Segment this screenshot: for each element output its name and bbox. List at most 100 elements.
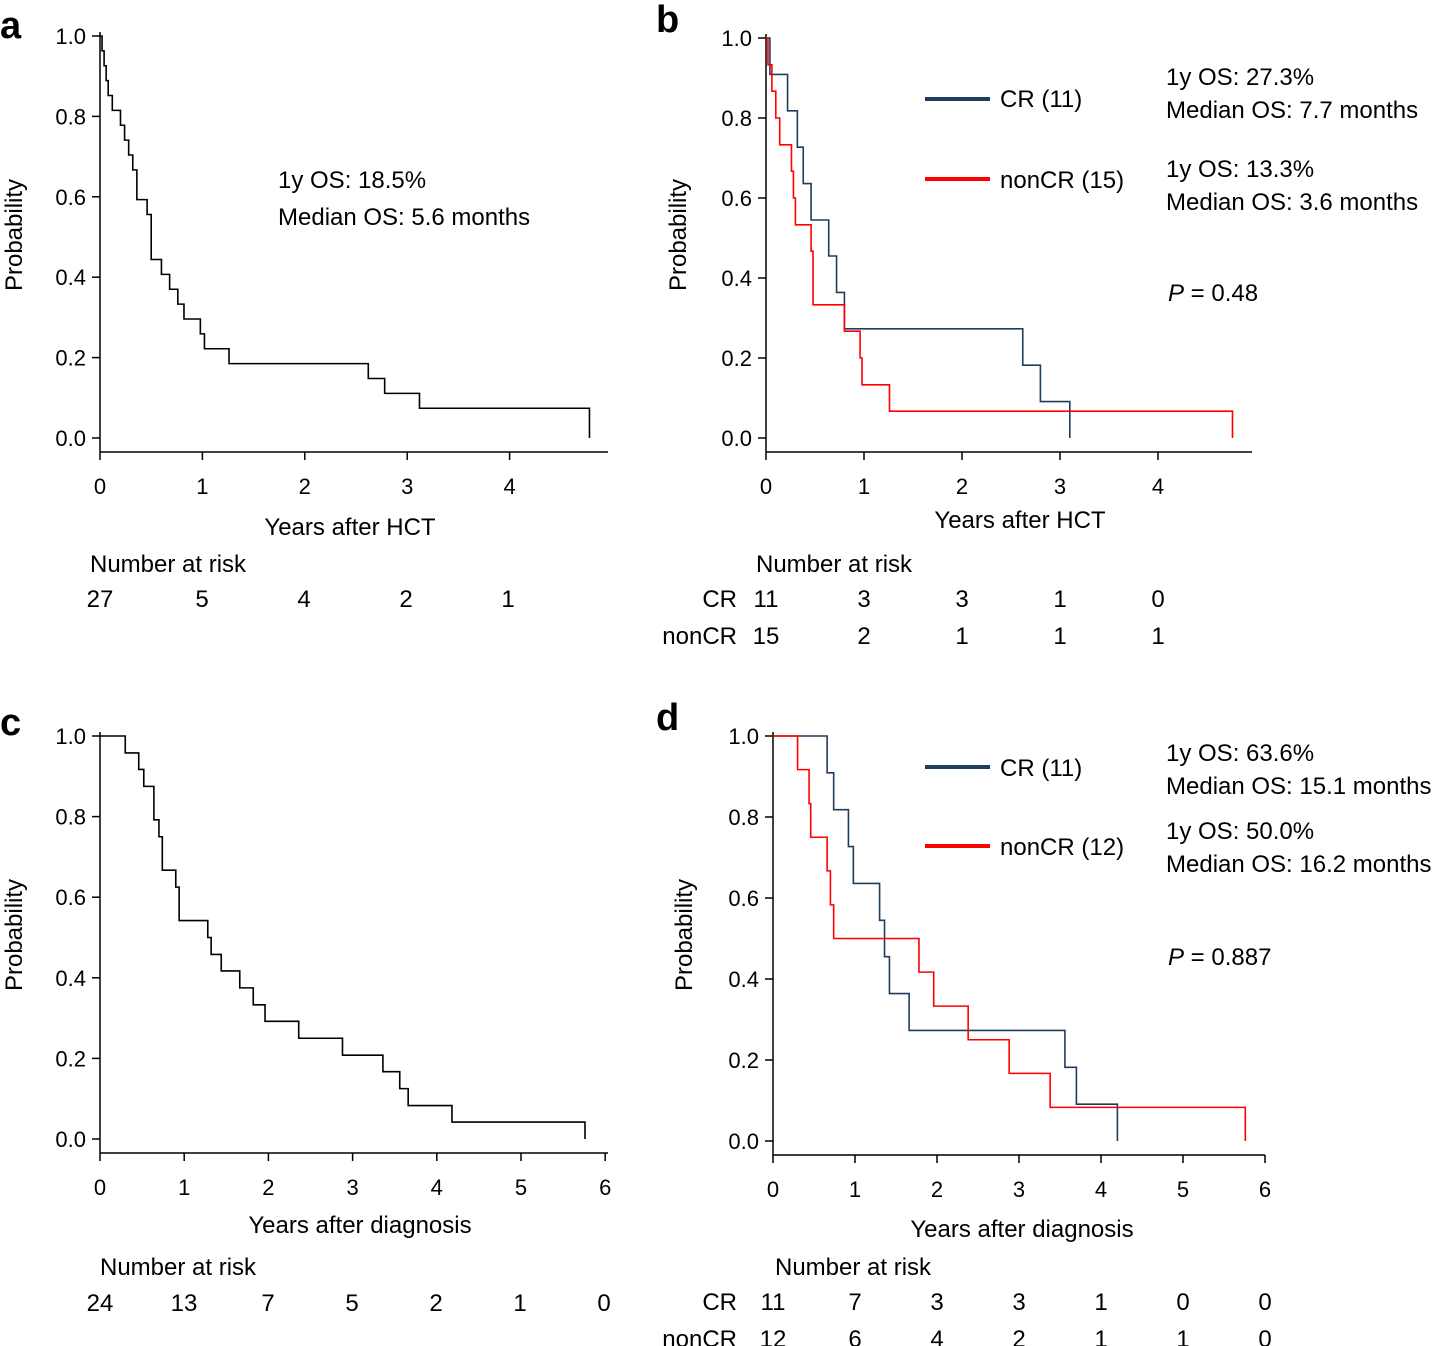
km-curve-noncr [773,735,1247,1141]
risk-value: 4 [297,586,310,613]
y-tick-label: 0.8 [55,104,86,129]
panel-letter: b [656,0,679,41]
x-tick-label: 6 [599,1175,611,1200]
x-tick-label: 4 [1152,474,1164,499]
y-tick-label: 1.0 [721,26,752,51]
risk-value: 1 [501,586,514,613]
risk-value: 7 [261,1290,274,1317]
km-curve-overall [100,35,591,438]
y-axis-label: Probability [665,179,692,291]
x-tick-label: 5 [1177,1177,1189,1202]
risk-table-title: Number at risk [100,1254,257,1281]
panel-c: c 0.0 0.2 0.4 0.6 0.8 1.0 0 1 2 3 4 5 6 Years after … [0,702,611,1317]
risk-value: 2 [1012,1326,1025,1346]
p-value-symbol: P [1168,280,1184,307]
p-value: P = 0.887 [1168,944,1271,971]
risk-value: 1 [1094,1289,1107,1316]
os-annotation: 1y OS: 27.3% [1166,64,1314,91]
legend-entry-noncr: nonCR (12) [1000,834,1124,861]
y-tick-label: 0.4 [721,266,752,291]
risk-value: 27 [87,586,114,613]
y-tick-label: 0.0 [55,1127,86,1152]
os-annotation: 1y OS: 50.0% [1166,818,1314,845]
x-tick-label: 2 [956,474,968,499]
risk-value: 0 [1258,1326,1271,1346]
x-tick-label: 5 [515,1175,527,1200]
y-tick-label: 0.0 [728,1129,759,1154]
x-tick-label: 4 [1095,1177,1107,1202]
os-annotation: 1y OS: 13.3% [1166,156,1314,183]
risk-value: 4 [930,1326,943,1346]
risk-row-label: CR [702,1289,737,1316]
y-tick-label: 0.6 [55,185,86,210]
risk-value: 15 [753,623,780,650]
x-axis-label: Years after HCT [934,507,1106,534]
legend-entry-noncr: nonCR (15) [1000,167,1124,194]
x-tick-label: 0 [767,1177,779,1202]
os-annotation: 1y OS: 18.5% [278,167,426,194]
risk-value: 24 [87,1290,114,1317]
km-curve-cr [766,37,1071,438]
risk-value: 6 [848,1326,861,1346]
y-tick-label: 0.6 [728,886,759,911]
x-tick-label: 2 [262,1175,274,1200]
y-tick-label: 0.2 [728,1048,759,1073]
x-axis-label: Years after HCT [264,514,436,541]
os-annotation: Median OS: 7.7 months [1166,97,1418,124]
risk-value: 0 [1151,586,1164,613]
y-axis-label: Probability [1,179,28,291]
km-curve-overall [100,735,586,1139]
risk-value: 0 [1176,1289,1189,1316]
km-curve-noncr [766,37,1234,438]
risk-value: 3 [857,586,870,613]
panel-d: d 0.00.20.40.60.81.00 1 2 3 4 5 6 Years after … [656,697,1431,1346]
os-annotation: Median OS: 3.6 months [1166,189,1418,216]
y-tick-label: 1.0 [55,24,86,49]
y-tick-label: 0.0 [55,426,86,451]
x-tick-label: 1 [858,474,870,499]
risk-value: 1 [1151,623,1164,650]
p-value-symbol: P [1168,944,1184,971]
risk-table-title: Number at risk [90,551,247,578]
risk-value: 1 [955,623,968,650]
panel-letter: a [0,5,22,47]
y-tick-label: 0.0 [721,426,752,451]
y-tick-label: 0.4 [55,265,86,290]
x-axis-label: Years after diagnosis [248,1212,471,1239]
p-value-text: = 0.887 [1184,944,1271,971]
x-axis-label: Years after diagnosis [910,1216,1133,1243]
x-tick-label: 3 [1013,1177,1025,1202]
x-tick-label: 4 [503,474,515,499]
y-tick-label: 0.6 [721,186,752,211]
risk-value: 2 [429,1290,442,1317]
risk-row-label: nonCR [662,623,737,650]
risk-value: 5 [195,586,208,613]
os-annotation: Median OS: 5.6 months [278,204,530,231]
risk-value: 2 [399,586,412,613]
y-tick-label: 0.2 [55,346,86,371]
x-tick-label: 0 [94,1175,106,1200]
x-tick-label: 2 [931,1177,943,1202]
os-annotation: Median OS: 16.2 months [1166,851,1431,878]
x-tick-label: 1 [849,1177,861,1202]
risk-row-label: nonCR [662,1326,737,1346]
x-tick-label: 0 [94,474,106,499]
x-tick-label: 1 [178,1175,190,1200]
risk-value: 7 [848,1289,861,1316]
panel-letter: d [656,697,679,739]
risk-value: 3 [955,586,968,613]
risk-row-label: CR [702,586,737,613]
x-tick-label: 6 [1259,1177,1271,1202]
risk-value: 11 [761,1289,786,1316]
risk-value: 13 [171,1290,198,1317]
legend: CR (11) nonCR (15) [925,86,1124,194]
legend-entry-cr: CR (11) [1000,755,1082,782]
panel-letter: c [0,702,21,744]
os-annotation: Median OS: 15.1 months [1166,773,1431,800]
x-tick-label: 0 [760,474,772,499]
risk-value: 1 [513,1290,526,1317]
risk-value: 2 [857,623,870,650]
risk-value: 3 [1012,1289,1025,1316]
risk-value: 5 [345,1290,358,1317]
